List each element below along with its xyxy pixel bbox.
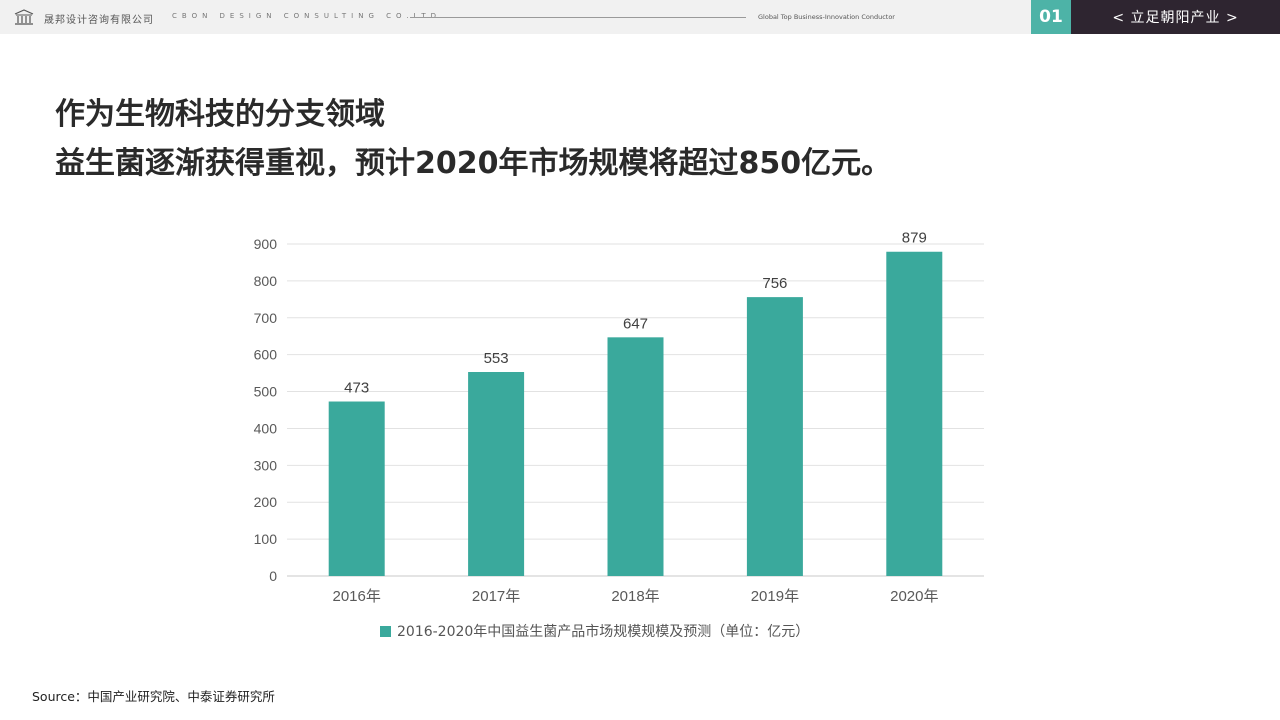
bar [468,372,525,576]
legend-label: 2016-2020年中国益生菌产品市场规模规模及预测（单位：亿元） [397,624,810,640]
x-tick-label: 2016年 [333,588,381,605]
data-label: 756 [762,275,787,292]
headline-line-1: 作为生物科技的分支领域 [55,97,385,132]
data-label: 879 [902,230,927,247]
section-title-tab: < 立足朝阳产业 > [1071,0,1280,34]
headline-line-2: 益生菌逐渐获得重视，预计2020年市场规模将超过850亿元。 [55,146,892,181]
section-number: 01 [1031,0,1071,34]
legend-swatch [380,625,391,637]
company-name-en: CBON DESIGN CONSULTING CO.LTD [172,12,442,20]
y-tick-label: 400 [254,420,278,436]
data-label: 647 [623,315,648,332]
bar [746,297,803,576]
source-note: Source：中国产业研究院、中泰证券研究所 [32,689,275,704]
y-tick-label: 200 [254,494,278,510]
data-label: 553 [484,350,509,367]
x-tick-label: 2019年 [751,588,799,605]
y-tick-label: 800 [254,273,278,289]
slogan: Global Top Business-Innovation Conductor [758,13,895,21]
y-tick-label: 500 [254,384,278,400]
y-tick-label: 700 [254,310,278,326]
x-tick-label: 2018年 [611,588,659,605]
data-label: 473 [344,380,369,397]
bar [886,251,943,576]
building-logo-icon [14,9,34,25]
bar [607,337,664,576]
bar-chart: 0 100 200 300 400 500 600 700 800 900 473 2016年 553 2… [254,230,984,605]
bar [328,401,385,576]
company-name-cn: 晟邦设计咨询有限公司 [44,15,154,26]
y-tick-label: 100 [254,531,278,547]
chart-legend: 2016-2020年中国益生菌产品市场规模规模及预测（单位：亿元） [380,621,809,641]
y-tick-label: 0 [269,568,277,584]
x-tick-label: 2017年 [472,588,520,605]
top-header-bar: 晟邦设计咨询有限公司 CBON DESIGN CONSULTING CO.LTD… [0,0,1280,34]
y-tick-label: 300 [254,457,278,473]
headline: 作为生物科技的分支领域 益生菌逐渐获得重视，预计2020年市场规模将超过850亿… [55,90,891,188]
x-tick-label: 2020年 [890,588,938,605]
y-tick-label: 600 [254,347,278,363]
header-divider [410,17,746,18]
y-tick-label: 900 [254,236,278,252]
